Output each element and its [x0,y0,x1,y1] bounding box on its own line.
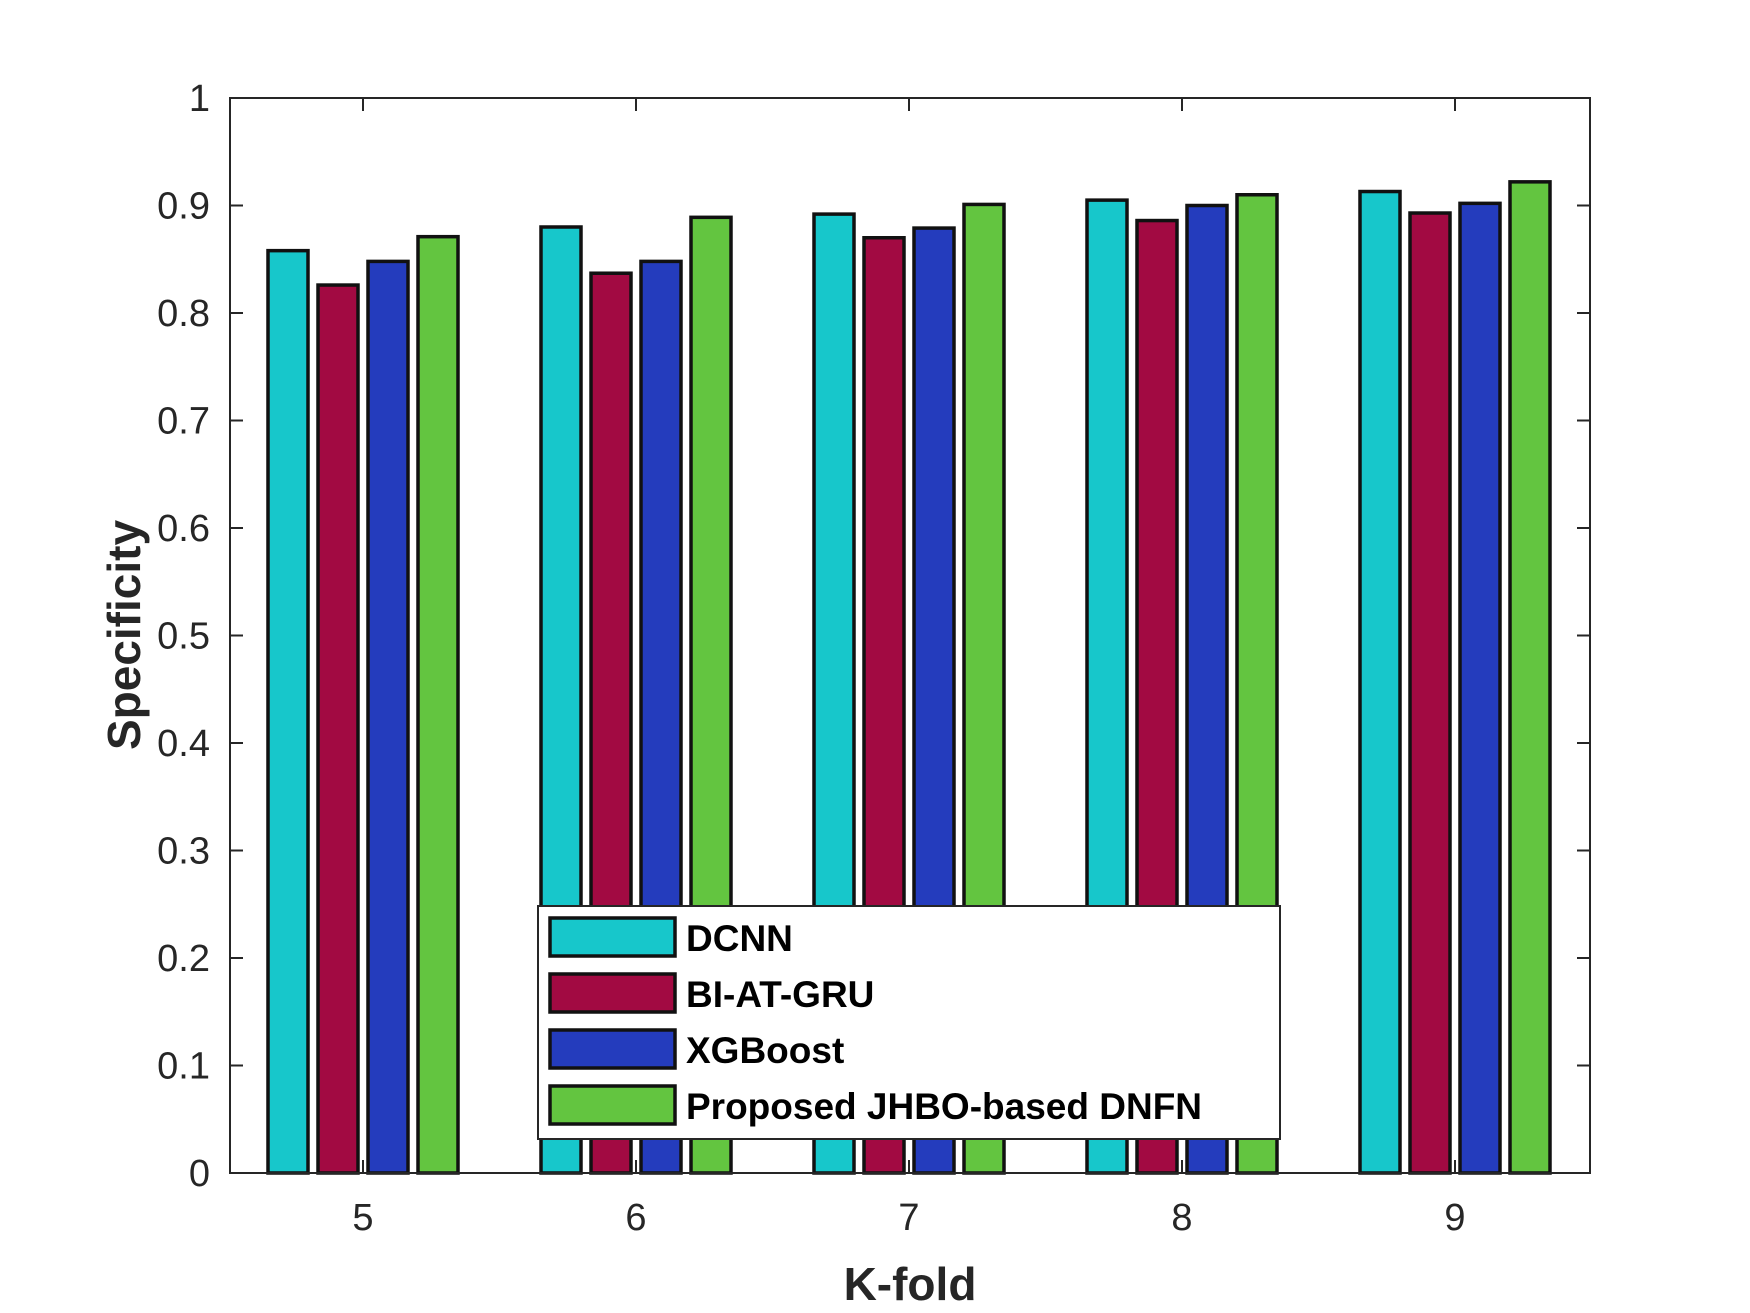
bar-proposed-jhbo-based-dnfn-9 [1508,180,1552,1175]
bar-dcnn-9 [1358,189,1402,1175]
y-tick-label: 0.9 [157,186,210,228]
bar-xgboost-5 [366,259,410,1175]
y-tick-label: 1 [189,78,210,120]
y-tick-label: 0.8 [157,293,210,335]
legend-label: Proposed JHBO-based DNFN [686,1086,1202,1127]
y-tick-label: 0.7 [157,401,210,443]
y-tick-label: 0.6 [157,508,210,550]
axis-ticks: 0 0.1 0.2 0.3 0.4 0.5 0.6 0.7 0.8 0.9 1 5 6 7 8 9 [157,78,1590,1239]
x-tick-label: 5 [352,1197,373,1239]
y-tick-label: 0.2 [157,938,210,980]
legend-swatch-bi-at-gru [548,972,677,1014]
legend: DCNN BI-AT-GRU XGBoost Proposed JHBO-based … [537,905,1281,1140]
bar-proposed-jhbo-based-dnfn-5 [416,234,460,1175]
y-tick-label: 0.1 [157,1046,210,1088]
x-axis-label: K-fold [844,1258,977,1310]
legend-label: XGBoost [686,1030,844,1071]
legend-swatch-dcnn [548,916,677,958]
bar-bi-at-gru-9 [1408,211,1452,1175]
x-tick-label: 8 [1171,1197,1192,1239]
y-axis-label: Specificity [98,520,150,751]
x-tick-label: 7 [898,1197,919,1239]
y-tick-label: 0.4 [157,723,210,765]
x-tick-label: 9 [1444,1197,1465,1239]
x-tick-label: 6 [625,1197,646,1239]
legend-swatch-xgboost [548,1028,677,1070]
bar-xgboost-9 [1458,201,1502,1175]
y-tick-label: 0.5 [157,616,210,658]
legend-label: DCNN [686,918,793,959]
y-tick-label: 0 [189,1153,210,1195]
legend-label: BI-AT-GRU [686,974,874,1015]
bar-bi-at-gru-5 [316,283,360,1175]
y-tick-label: 0.3 [157,831,210,873]
bar-dcnn-5 [266,248,310,1175]
legend-swatch-proposed-jhbo-based-dnfn [548,1084,677,1126]
